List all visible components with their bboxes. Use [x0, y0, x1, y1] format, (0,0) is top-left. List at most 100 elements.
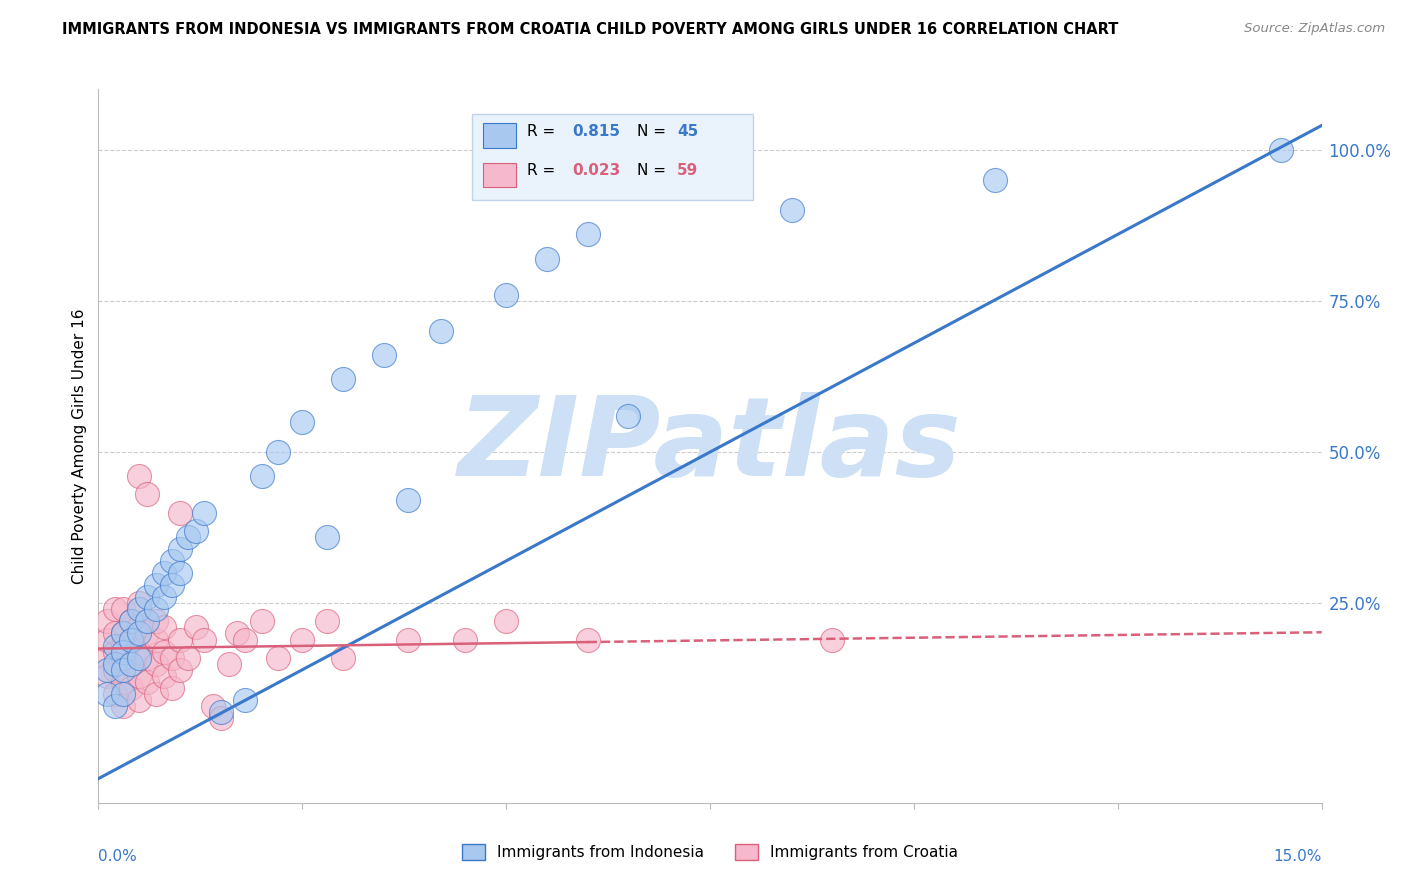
Point [136, 615, 159, 629]
Text: 45: 45 [678, 124, 699, 139]
Point [111, 602, 134, 616]
Point [430, 324, 453, 338]
Point [218, 657, 240, 671]
Point [145, 632, 167, 647]
Point [111, 650, 134, 665]
Point [128, 620, 150, 634]
Point [821, 632, 844, 647]
Point [267, 650, 290, 665]
Point [136, 590, 159, 604]
Point [315, 615, 337, 629]
Point [96, 663, 118, 677]
Point [120, 632, 142, 647]
Point [152, 566, 174, 580]
Point [169, 663, 191, 677]
Point [104, 645, 127, 659]
FancyBboxPatch shape [471, 114, 752, 200]
Point [111, 663, 134, 677]
Point [128, 602, 150, 616]
Point [160, 681, 183, 695]
Legend: Immigrants from Indonesia, Immigrants from Croatia: Immigrants from Indonesia, Immigrants fr… [456, 838, 965, 866]
Point [177, 650, 200, 665]
Point [291, 632, 314, 647]
Point [152, 645, 174, 659]
Point [145, 657, 167, 671]
Point [193, 632, 215, 647]
Point [226, 626, 249, 640]
Text: R =: R = [526, 163, 560, 178]
Text: Source: ZipAtlas.com: Source: ZipAtlas.com [1244, 22, 1385, 36]
Point [160, 650, 183, 665]
Point [96, 615, 118, 629]
Point [495, 288, 517, 302]
Point [104, 687, 127, 701]
Point [396, 493, 419, 508]
Point [136, 674, 159, 689]
Point [120, 681, 142, 695]
Point [373, 348, 395, 362]
Point [128, 626, 150, 640]
Point [169, 632, 191, 647]
Point [145, 687, 167, 701]
Point [152, 590, 174, 604]
Point [128, 669, 150, 683]
Point [96, 669, 118, 683]
Point [120, 632, 142, 647]
Text: ZIPatlas: ZIPatlas [458, 392, 962, 500]
Point [111, 645, 134, 659]
Point [104, 639, 127, 653]
Point [136, 626, 159, 640]
Text: 15.0%: 15.0% [1274, 849, 1322, 864]
Point [332, 650, 354, 665]
Point [454, 632, 477, 647]
Point [104, 657, 127, 671]
Text: N =: N = [637, 163, 671, 178]
Point [201, 699, 224, 714]
Text: N =: N = [637, 124, 671, 139]
Point [233, 693, 256, 707]
Point [984, 173, 1007, 187]
Y-axis label: Child Poverty Among Girls Under 16: Child Poverty Among Girls Under 16 [72, 309, 87, 583]
Point [186, 524, 208, 538]
FancyBboxPatch shape [482, 162, 516, 187]
Point [152, 669, 174, 683]
Point [111, 626, 134, 640]
Point [209, 711, 232, 725]
Point [209, 705, 232, 719]
Point [120, 615, 142, 629]
Point [267, 445, 290, 459]
Point [96, 632, 118, 647]
Point [128, 469, 150, 483]
Text: R =: R = [526, 124, 560, 139]
Point [104, 602, 127, 616]
Point [396, 632, 419, 647]
Text: IMMIGRANTS FROM INDONESIA VS IMMIGRANTS FROM CROATIA CHILD POVERTY AMONG GIRLS U: IMMIGRANTS FROM INDONESIA VS IMMIGRANTS … [62, 22, 1119, 37]
Point [128, 693, 150, 707]
Point [169, 566, 191, 580]
Point [315, 530, 337, 544]
Point [145, 615, 167, 629]
Point [96, 687, 118, 701]
Point [120, 657, 142, 671]
Point [96, 650, 118, 665]
Point [160, 578, 183, 592]
Point [152, 620, 174, 634]
Point [169, 506, 191, 520]
Point [233, 632, 256, 647]
Point [136, 650, 159, 665]
Point [111, 699, 134, 714]
Text: 0.0%: 0.0% [98, 849, 138, 864]
Point [186, 620, 208, 634]
Point [145, 602, 167, 616]
Point [111, 687, 134, 701]
Point [291, 415, 314, 429]
Point [104, 699, 127, 714]
Point [617, 409, 640, 423]
Point [120, 615, 142, 629]
Point [160, 554, 183, 568]
Point [250, 469, 273, 483]
Point [332, 372, 354, 386]
Point [128, 645, 150, 659]
Point [169, 541, 191, 556]
Point [104, 663, 127, 677]
